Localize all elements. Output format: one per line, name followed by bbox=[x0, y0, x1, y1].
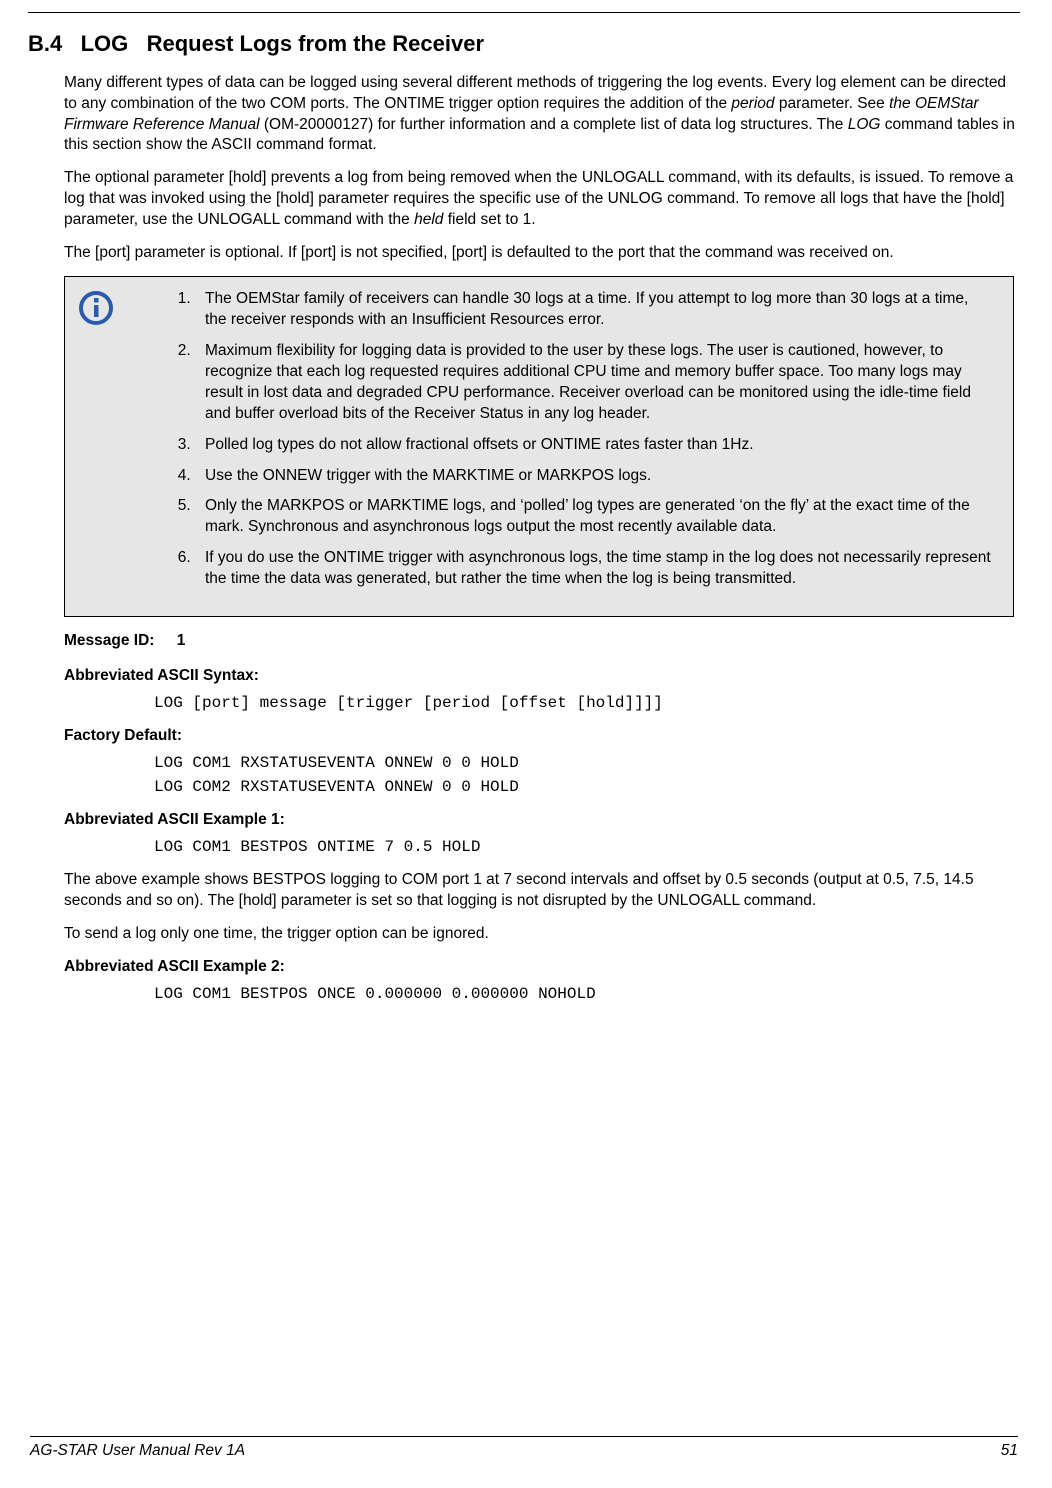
info-item: Maximum flexibility for logging data is … bbox=[195, 341, 991, 425]
footer-left: AG-STAR User Manual Rev 1A bbox=[30, 1441, 245, 1462]
info-item: Use the ONNEW trigger with the MARKTIME … bbox=[195, 466, 991, 487]
message-id-row: Message ID: 1 bbox=[64, 631, 1020, 652]
title-rest: Request Logs from the Receiver bbox=[147, 31, 484, 56]
info-list: The OEMStar family of receivers can hand… bbox=[127, 289, 991, 600]
factory-default-heading: Factory Default: bbox=[64, 726, 1020, 747]
intro-para-1: Many different types of data can be logg… bbox=[64, 73, 1020, 157]
example1-heading: Abbreviated ASCII Example 1: bbox=[64, 810, 1020, 831]
example1-code: LOG COM1 BESTPOS ONTIME 7 0.5 HOLD bbox=[154, 835, 1020, 860]
info-item: Polled log types do not allow fractional… bbox=[195, 435, 991, 456]
syntax-code: LOG [port] message [trigger [period [off… bbox=[154, 691, 1020, 716]
info-item: Only the MARKPOS or MARKTIME logs, and ‘… bbox=[195, 496, 991, 538]
example2-code: LOG COM1 BESTPOS ONCE 0.000000 0.000000 … bbox=[154, 982, 1020, 1007]
example2-heading: Abbreviated ASCII Example 2: bbox=[64, 957, 1020, 978]
intro-para-3: The [port] parameter is optional. If [po… bbox=[64, 243, 1020, 264]
after-ex1-para-b: To send a log only one time, the trigger… bbox=[64, 924, 1020, 945]
page-footer: AG-STAR User Manual Rev 1A 51 bbox=[0, 1436, 1052, 1462]
factory-default-code: LOG COM1 RXSTATUSEVENTA ONNEW 0 0 HOLD L… bbox=[154, 751, 1020, 801]
message-id-value: 1 bbox=[177, 631, 186, 652]
syntax-heading: Abbreviated ASCII Syntax: bbox=[64, 666, 1020, 687]
info-item: If you do use the ONTIME trigger with as… bbox=[195, 548, 991, 590]
info-icon bbox=[79, 291, 113, 325]
info-callout: The OEMStar family of receivers can hand… bbox=[64, 276, 1014, 617]
top-rule bbox=[28, 12, 1020, 13]
intro-para-2: The optional parameter [hold] prevents a… bbox=[64, 168, 1020, 231]
page-number: 51 bbox=[1001, 1441, 1018, 1462]
after-ex1-para-a: The above example shows BESTPOS logging … bbox=[64, 870, 1020, 912]
footer-rule bbox=[30, 1436, 1018, 1437]
section-number: B.4 bbox=[28, 31, 62, 56]
section-title: B.4 LOG Request Logs from the Receiver bbox=[28, 23, 1020, 59]
message-id-label: Message ID: bbox=[64, 631, 154, 652]
command-name: LOG bbox=[81, 31, 129, 56]
info-item: The OEMStar family of receivers can hand… bbox=[195, 289, 991, 331]
